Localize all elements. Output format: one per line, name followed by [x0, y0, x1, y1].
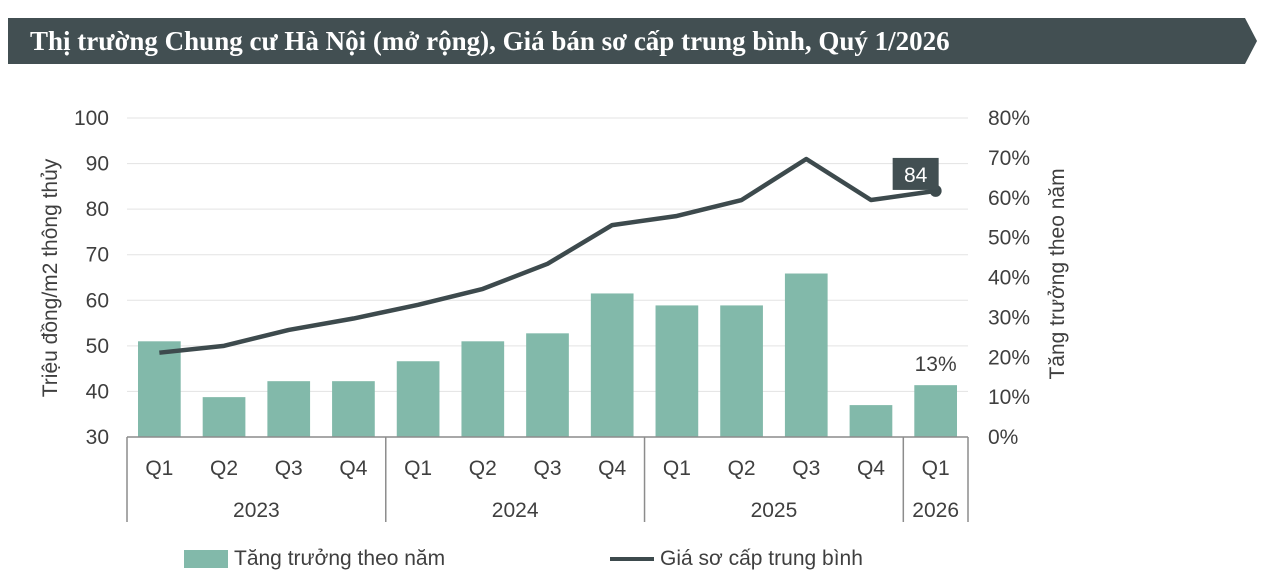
y-right-tick-label: 70%	[988, 147, 1030, 170]
y-left-tick-label: 60	[86, 289, 109, 312]
x-tick-label-8: Q1	[663, 457, 691, 480]
line-data-label: 84	[904, 164, 928, 187]
x-tick-label-2: Q3	[275, 457, 303, 480]
bar-6	[526, 333, 569, 437]
data-labels: 13% 84	[892, 157, 957, 376]
x-tick-label-0: Q1	[145, 457, 173, 480]
bar-9	[720, 305, 763, 437]
chart-title: Thị trường Chung cư Hà Nội (mở rộng), Gi…	[30, 26, 950, 56]
y-right-tick-label: 50%	[988, 227, 1030, 250]
year-label-2024: 2024	[492, 499, 539, 522]
y-left-tick-label: 90	[86, 153, 109, 176]
y-right-tick-label: 30%	[988, 306, 1030, 329]
x-tick-label-10: Q3	[792, 457, 820, 480]
x-tick-label-6: Q3	[533, 457, 561, 480]
title-banner-shape	[8, 18, 1257, 64]
y-right-tick-label: 60%	[988, 187, 1030, 210]
bar-5	[461, 341, 505, 437]
y-left-tick-label: 100	[74, 107, 109, 130]
bar-data-label: 13%	[915, 353, 957, 376]
year-label-2023: 2023	[233, 499, 280, 522]
y-left-tick-label: 30	[86, 426, 109, 449]
bar-8	[655, 305, 699, 437]
bar-4	[396, 361, 440, 437]
y-right-tick-label: 10%	[988, 386, 1030, 409]
x-tick-label-12: Q1	[922, 457, 950, 480]
bar-series	[137, 273, 958, 437]
legend-label-line: Giá sơ cấp trung bình	[660, 547, 863, 570]
y-left-tick-label: 80	[86, 198, 109, 221]
legend-item-line: Giá sơ cấp trung bình	[610, 542, 863, 576]
y-axis-left-title: Triệu đồng/m2 thông thủy	[39, 158, 62, 397]
x-tick-label-5: Q2	[469, 457, 497, 480]
y-right-tick-label: 20%	[988, 346, 1030, 369]
x-tick-label-7: Q4	[598, 457, 626, 480]
bar-12	[914, 385, 958, 437]
bar-10	[784, 273, 828, 437]
y-right-tick-label: 0%	[988, 426, 1018, 449]
year-label-2026: 2026	[912, 499, 959, 522]
price-line	[159, 156, 936, 355]
axes: 30 40 50 60 70 80 90 100 0% 10% 20% 30% 40% 50% 60% 70%…	[74, 107, 1030, 522]
y-right-tick-label: 40%	[988, 267, 1030, 290]
y-left-tick-label: 50	[86, 335, 109, 358]
bar-1	[202, 397, 246, 437]
y-right-tick-label: 80%	[988, 107, 1030, 130]
x-tick-label-9: Q2	[728, 457, 756, 480]
x-tick-label-4: Q1	[404, 457, 432, 480]
legend-swatch-line	[610, 557, 654, 561]
y-left-tick-label: 70	[86, 244, 109, 267]
legend-label-bars: Tăng trưởng theo năm	[234, 547, 446, 570]
bar-7	[590, 293, 634, 437]
bar-3	[332, 381, 375, 437]
year-label-2025: 2025	[751, 499, 798, 522]
y-axis-right-title: Tăng trưởng theo năm	[1046, 168, 1069, 379]
x-tick-label-3: Q4	[339, 457, 367, 480]
bar-2	[267, 381, 311, 437]
title-banner: Thị trường Chung cư Hà Nội (mở rộng), Gi…	[8, 18, 1257, 64]
x-tick-label-11: Q4	[857, 457, 885, 480]
legend-item-bars: Tăng trưởng theo năm	[184, 542, 445, 576]
x-tick-label-1: Q2	[210, 457, 238, 480]
line-data-label-box	[892, 157, 939, 190]
bar-0	[137, 341, 181, 437]
y-left-tick-label: 40	[86, 380, 109, 403]
legend-swatch-bar	[184, 550, 228, 568]
bar-11	[849, 405, 893, 437]
